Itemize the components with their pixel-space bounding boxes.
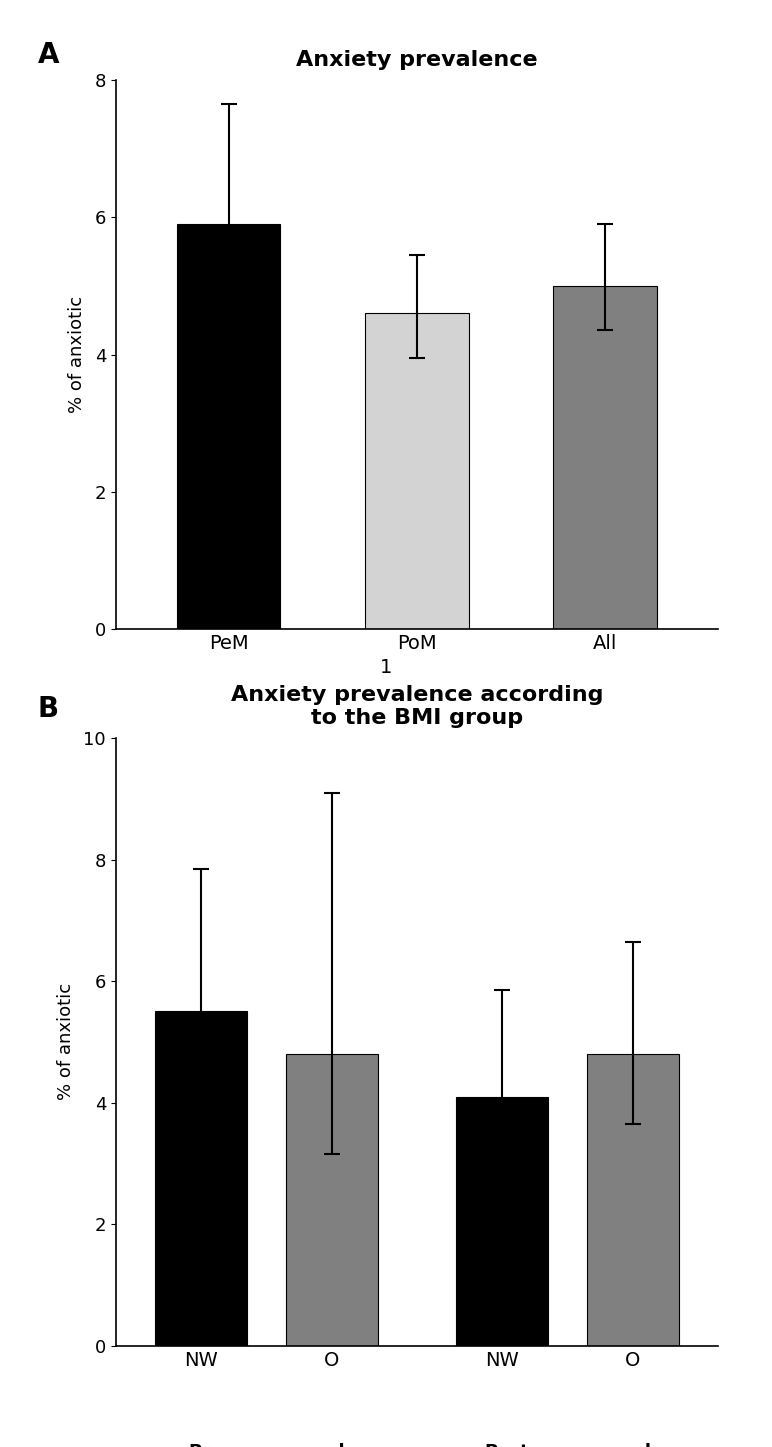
Title: Anxiety prevalence according
to the BMI group: Anxiety prevalence according to the BMI …	[231, 684, 603, 728]
Text: B: B	[38, 696, 59, 724]
Y-axis label: % of anxiotic: % of anxiotic	[57, 984, 75, 1100]
Bar	[286, 1053, 378, 1346]
Bar	[587, 1053, 679, 1346]
Bar	[456, 1097, 548, 1346]
Bar	[554, 287, 657, 629]
Y-axis label: % of anxiotic: % of anxiotic	[68, 297, 86, 412]
Bar	[155, 1011, 247, 1346]
Bar	[365, 314, 469, 629]
Text: Postmenopausal: Postmenopausal	[484, 1443, 651, 1447]
Title: Anxiety prevalence: Anxiety prevalence	[296, 49, 537, 69]
Text: A: A	[38, 41, 59, 69]
Text: 1: 1	[380, 658, 392, 677]
Bar	[177, 224, 280, 629]
Text: Premenopausal: Premenopausal	[188, 1443, 344, 1447]
